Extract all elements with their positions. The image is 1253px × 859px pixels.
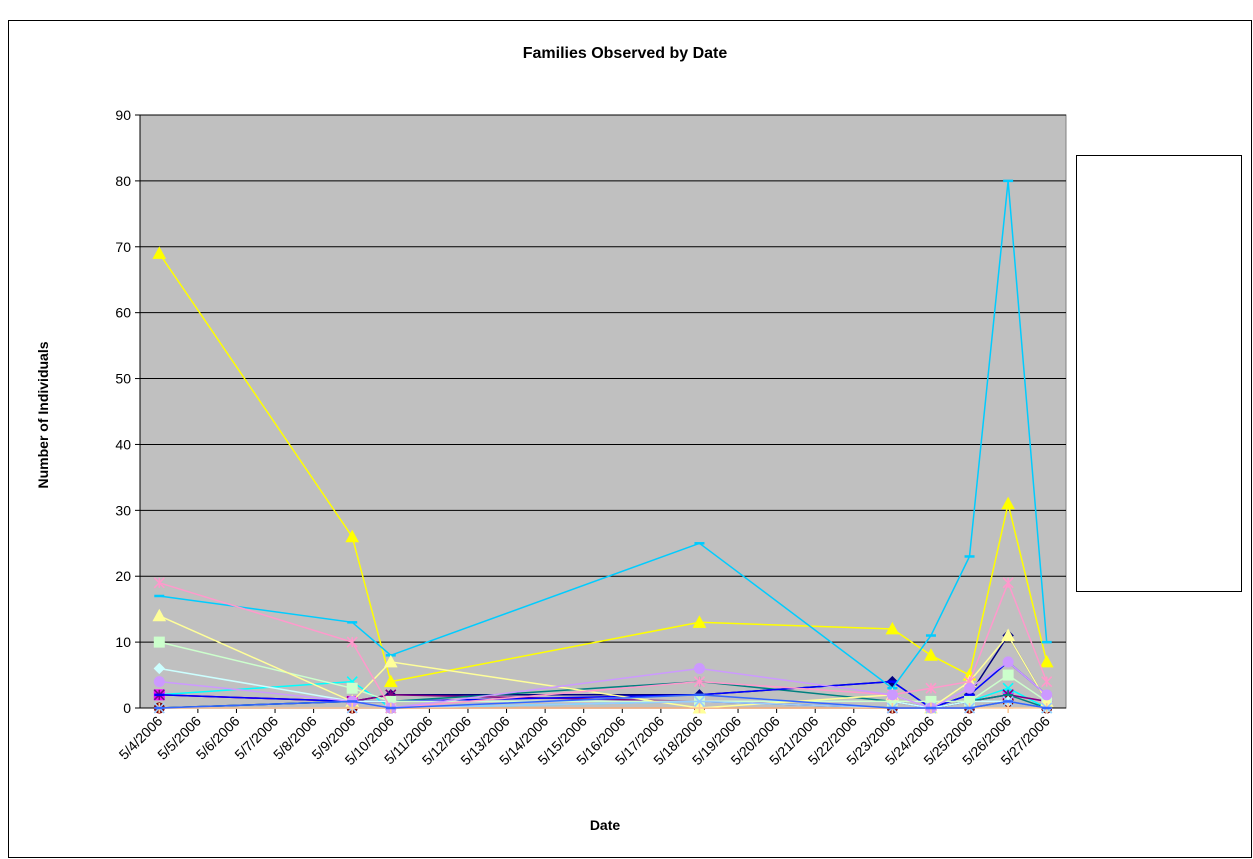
- data-point-turdidae: [153, 676, 165, 688]
- data-point-troglodytidae: [346, 636, 358, 648]
- data-point-turdidae: [886, 689, 898, 701]
- legend: [1076, 155, 1242, 592]
- y-tick-label: 70: [115, 239, 131, 255]
- y-tick-label: 90: [115, 107, 131, 123]
- data-point-picidae: [153, 636, 165, 648]
- data-point-picidae: [1002, 669, 1014, 681]
- y-tick-label: 0: [123, 700, 131, 716]
- data-point-turdidae: [1002, 656, 1014, 668]
- data-point-regulidae: [152, 608, 167, 622]
- data-point-emberizidae: [1001, 496, 1015, 510]
- series-emberizidae: [152, 246, 1054, 688]
- data-point-troglodytidae: [153, 577, 165, 589]
- y-tick-label: 60: [115, 305, 131, 321]
- data-point-tyrannidae: [1003, 703, 1014, 713]
- y-axis-label: Number of Individuals: [35, 341, 51, 488]
- data-point-phasianidae: [153, 662, 165, 675]
- data-point-emberizidae: [1039, 654, 1054, 668]
- data-point-tyrannidae: [694, 703, 705, 713]
- data-point-tyrannidae: [347, 703, 358, 713]
- data-point-emberizidae: [383, 674, 398, 688]
- data-point-turdidae: [1041, 689, 1053, 701]
- data-point-troglodytidae: [1041, 676, 1053, 688]
- data-point-emberizidae: [152, 246, 167, 259]
- data-point-turdidae: [964, 682, 976, 694]
- x-axis-label: Date: [590, 817, 621, 833]
- data-point-turdidae: [693, 662, 705, 674]
- y-tick-label: 10: [115, 634, 131, 650]
- data-point-emberizidae: [692, 615, 707, 628]
- y-tick-label: 80: [115, 173, 131, 189]
- data-point-troglodytidae: [693, 676, 706, 688]
- data-point-regulidae: [383, 654, 398, 668]
- y-tick-label: 20: [115, 568, 131, 584]
- y-tick-label: 30: [115, 502, 131, 518]
- data-point-troglodytidae: [1002, 577, 1014, 589]
- data-point-sittidae: [693, 695, 706, 707]
- chart-title: Families Observed by Date: [523, 45, 728, 62]
- plot-area: [139, 114, 1067, 709]
- data-point-emberizidae: [885, 621, 900, 635]
- y-tick-label: 50: [115, 371, 131, 387]
- data-point-picidae: [346, 682, 358, 694]
- data-point-emberizidae: [924, 648, 938, 661]
- data-point-regulidae: [1001, 628, 1015, 642]
- y-tick-label: 40: [115, 436, 131, 452]
- series-vireonidae: [154, 693, 1052, 710]
- data-point-troglodytidae: [925, 682, 937, 694]
- data-point-emberizidae: [345, 529, 360, 543]
